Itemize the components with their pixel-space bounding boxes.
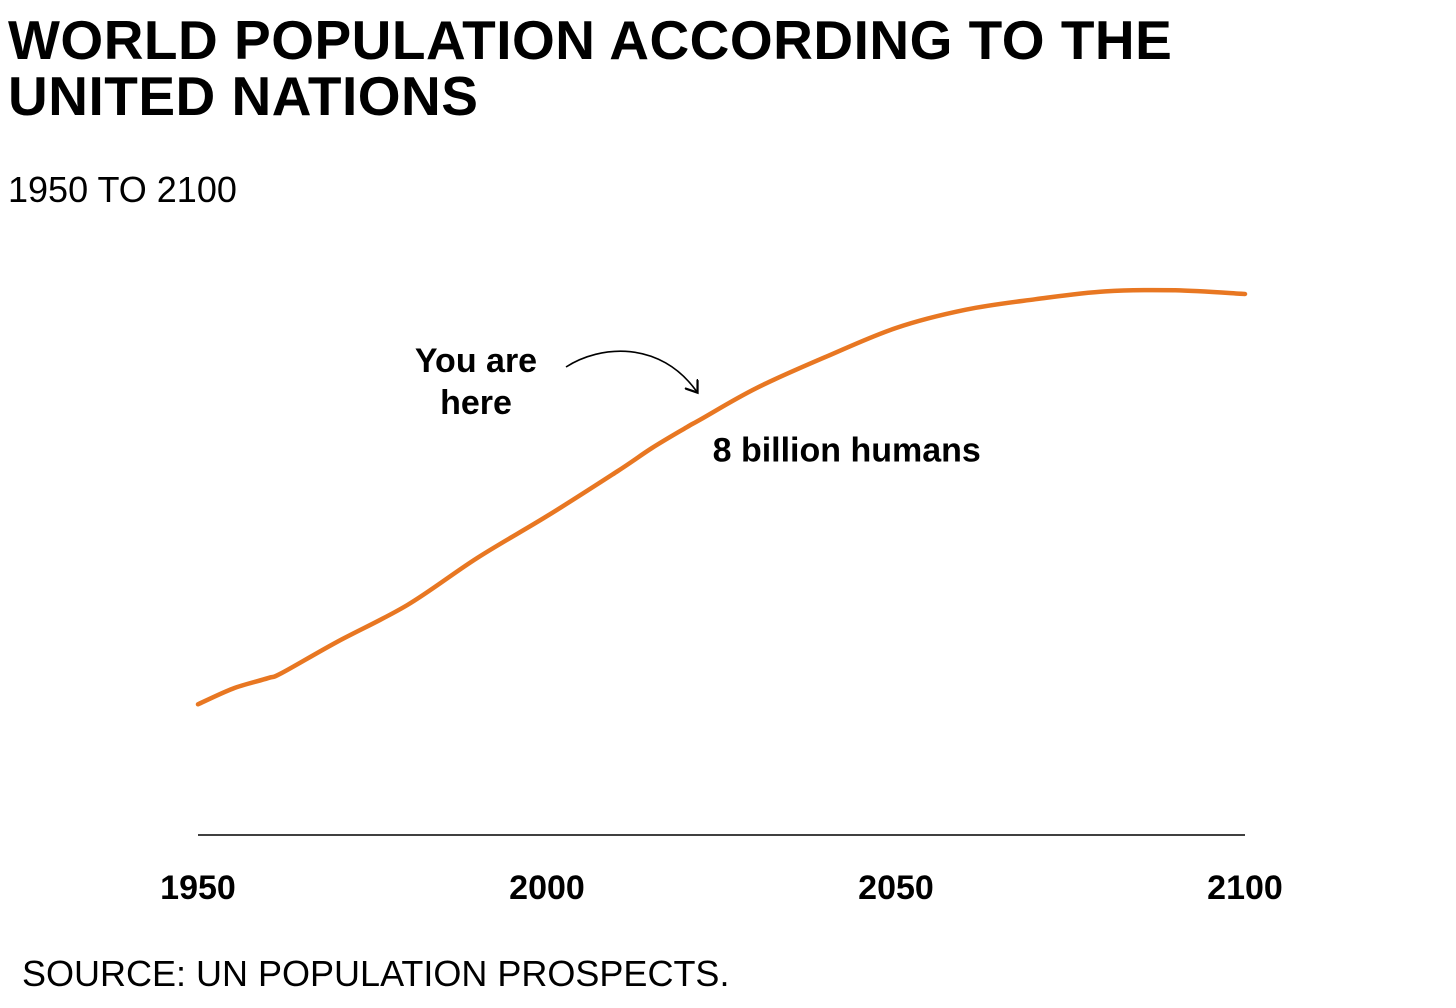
annotation-you-are-here-line1: You are	[415, 342, 537, 380]
chart-subtitle: 1950 TO 2100	[8, 169, 237, 210]
annotation-arrow	[565, 350, 697, 391]
annotation-8-billion-humans: 8 billion humans	[713, 431, 981, 469]
annotation-you-are-here: You are here	[415, 342, 697, 422]
x-tick-label-2100: 2100	[1207, 869, 1283, 907]
x-tick-label-1950: 1950	[160, 869, 236, 907]
x-tick-label-2000: 2000	[509, 869, 585, 907]
source-note: SOURCE: UN POPULATION PROSPECTS.	[22, 953, 730, 994]
annotation-you-are-here-line2: here	[440, 384, 512, 422]
chart-title: WORLD POPULATION ACCORDING TO THE UNITED…	[8, 9, 1173, 127]
series-line-population	[195, 287, 1248, 707]
x-axis-ticks: 1950 2000 2050 2100	[160, 869, 1283, 907]
x-tick-label-2050: 2050	[858, 869, 934, 907]
